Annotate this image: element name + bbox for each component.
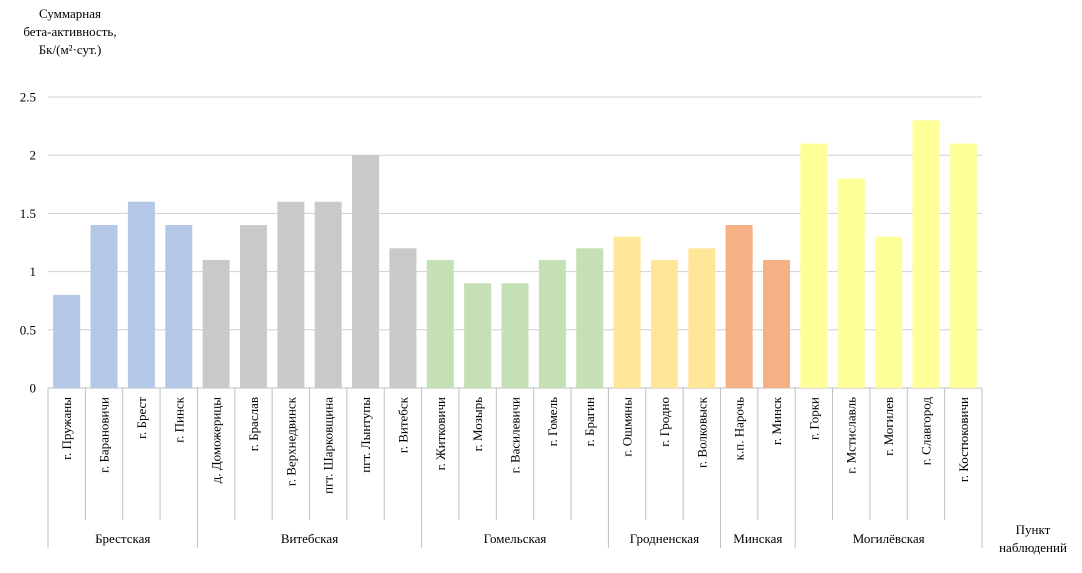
x-tick-label: г. Витебск — [395, 396, 410, 453]
bar — [763, 259, 791, 388]
x-tick-label: г. Пружаны — [59, 397, 74, 460]
y-axis-title: Суммарная бета-активность, Бк/(м²·сут.) — [0, 5, 140, 59]
bar — [426, 259, 454, 388]
x-tick-label: г. Мозырь — [470, 397, 485, 451]
region-axis: Брестская Витебская Гомельская Гродненская М… — [47, 520, 983, 548]
bar — [800, 143, 828, 388]
bar — [875, 236, 903, 388]
y-tick-label: 2.5 — [20, 90, 36, 105]
x-tick-label: г. Пинск — [171, 396, 186, 442]
x-tick-label: г. Брагин — [582, 397, 597, 446]
x-tick-label: г. Горки — [806, 397, 821, 440]
x-tick-label: г. Барановичи — [97, 397, 112, 473]
bar — [650, 259, 678, 388]
x-axis-title: Пункт наблюдений — [986, 521, 1080, 557]
region-label: Могилёвская — [853, 531, 925, 546]
y-axis-title-line-2: бета-активность, — [23, 24, 117, 39]
x-tick-label: г. Верхнедвинск — [283, 396, 298, 486]
x-tick-label: г. Гомель — [545, 397, 560, 446]
region-label: Гродненская — [630, 531, 699, 546]
x-tick-labels: г. Пружаны г. Барановичи г. Брест г. Пинск д… — [47, 388, 983, 520]
bar — [53, 294, 81, 388]
x-tick-label: г. Могилев — [881, 397, 896, 456]
x-tick-label: пгт. Шарковщина — [321, 397, 336, 494]
bar — [464, 283, 492, 388]
y-tick-label: 1.5 — [20, 206, 36, 221]
bar — [725, 225, 753, 388]
x-tick-label: г. Гродно — [657, 397, 672, 447]
x-tick-label: г. Славгород — [918, 397, 933, 466]
x-tick-label: г. Мстиславль — [844, 397, 859, 474]
region-label: Минская — [733, 531, 782, 546]
x-axis-title-line-1: Пункт — [1015, 522, 1051, 537]
y-tick-label: 0.5 — [20, 322, 36, 337]
bar — [837, 178, 865, 388]
x-tick-label: г. Костюковичи — [956, 397, 971, 482]
bar — [576, 248, 604, 388]
bar — [688, 248, 716, 388]
y-tick-labels: 0 0.5 1 1.5 2 2.5 — [20, 90, 36, 396]
bar — [613, 236, 641, 388]
x-tick-label: г. Василевичи — [508, 397, 523, 473]
x-tick-label: д. Доможерицы — [209, 397, 224, 484]
y-axis-title-line-3: Бк/(м²·сут.) — [38, 42, 102, 57]
x-tick-label: г. Браслав — [246, 397, 261, 451]
bar — [352, 155, 380, 388]
bar — [912, 120, 940, 388]
bar — [239, 225, 267, 388]
x-tick-label: г. Житковичи — [433, 397, 448, 470]
region-label: Витебская — [281, 531, 338, 546]
bar — [127, 201, 155, 388]
bar — [202, 259, 230, 388]
bar — [501, 283, 529, 388]
region-label: Гомельская — [484, 531, 547, 546]
region-label: Брестская — [95, 531, 150, 546]
bar — [389, 248, 417, 388]
y-tick-label: 0 — [30, 381, 37, 396]
x-tick-label: к.п. Нарочь — [732, 397, 747, 460]
x-tick-label: г. Волковыск — [694, 396, 709, 468]
bar — [314, 201, 342, 388]
y-tick-label: 1 — [30, 264, 37, 279]
bar — [165, 225, 193, 388]
x-tick-label: г. Ошмяны — [620, 397, 635, 457]
x-axis-title-line-2: наблюдений — [999, 540, 1067, 555]
y-tick-label: 2 — [30, 148, 37, 163]
x-tick-label: г. Брест — [134, 397, 149, 439]
bar — [90, 225, 118, 388]
x-tick-label: пгт. Лынтупы — [358, 397, 373, 473]
y-axis-title-line-1: Суммарная — [38, 6, 102, 21]
bar — [538, 259, 566, 388]
bar — [949, 143, 977, 388]
bar — [277, 201, 305, 388]
x-tick-label: г. Минск — [769, 396, 784, 445]
bars — [53, 120, 977, 388]
